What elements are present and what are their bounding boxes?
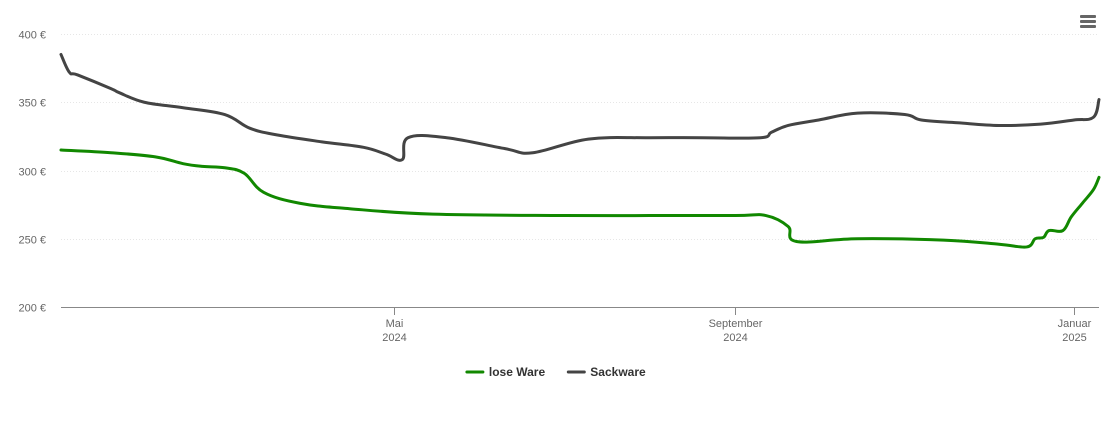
- legend-item-lose-ware[interactable]: lose Ware: [465, 365, 546, 379]
- x-tick-year-label: 2024: [723, 332, 747, 344]
- legend-label: lose Ware: [489, 365, 546, 379]
- legend-item-sackware[interactable]: Sackware: [566, 365, 646, 379]
- x-tick-month-label: September: [709, 318, 763, 330]
- y-tick-label: 200 €: [18, 303, 46, 315]
- chart-menu-button[interactable]: [1074, 10, 1102, 34]
- x-tick-month-label: Mai: [386, 318, 404, 330]
- y-tick-label: 300 €: [18, 167, 46, 179]
- hamburger-menu-icon: [1080, 15, 1096, 28]
- legend: lose Ware Sackware: [465, 365, 646, 379]
- y-tick-label: 350 €: [18, 98, 46, 110]
- legend-label: Sackware: [590, 365, 646, 379]
- series-line-lose-ware[interactable]: [59, 148, 1101, 249]
- x-tick-year-label: 2025: [1062, 332, 1086, 344]
- axes: 200 € 250 € 300 € 350 € 400 € Mai 2024 Septembe…: [18, 30, 1099, 344]
- x-tick-year-label: 2024: [382, 332, 406, 344]
- x-tick-month-label: Januar: [1058, 318, 1092, 330]
- y-tick-label: 400 €: [18, 30, 46, 42]
- y-tick-label: 250 €: [18, 235, 46, 247]
- series-lines: [59, 52, 1101, 249]
- grid-lines: [61, 34, 1099, 240]
- series-line-sackware[interactable]: [59, 52, 1101, 162]
